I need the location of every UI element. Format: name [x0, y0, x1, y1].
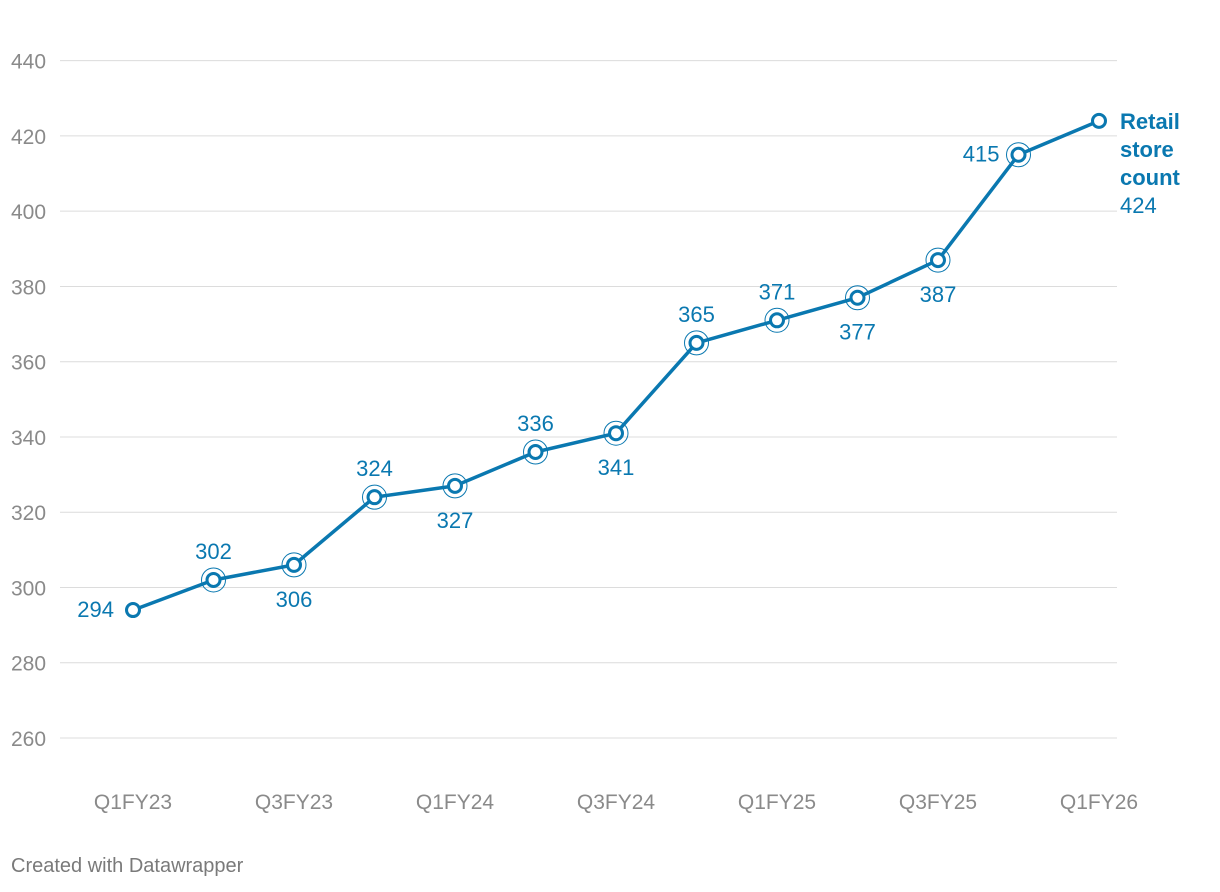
data-points	[125, 112, 1107, 619]
x-tick-label: Q3FY24	[577, 791, 656, 814]
data-label: 415	[963, 142, 1000, 167]
point-marker	[608, 425, 624, 442]
y-tick-label: 440	[11, 51, 46, 74]
data-label: 327	[437, 508, 474, 533]
point-marker	[769, 312, 785, 329]
point-halo	[523, 439, 548, 465]
y-tick-label: 340	[11, 427, 46, 450]
point-marker	[1091, 112, 1107, 129]
data-point	[125, 602, 141, 619]
point-halo	[925, 247, 951, 273]
point-marker	[447, 477, 463, 494]
y-tick-label: 360	[11, 352, 46, 375]
y-tick-label: 400	[11, 201, 46, 224]
point-marker	[688, 334, 705, 351]
y-tick-label: 420	[11, 126, 46, 149]
data-point	[925, 247, 951, 273]
data-label: 294	[77, 597, 114, 622]
data-label: 371	[759, 279, 796, 304]
series-name-label: store	[1120, 137, 1174, 162]
point-marker	[1010, 146, 1027, 163]
data-point	[1091, 112, 1107, 129]
x-tick-label: Q1FY23	[94, 791, 172, 814]
data-labels: 294 302 306 324 327 336 341 365 371 377 387 415	[77, 142, 999, 622]
point-halo	[845, 285, 870, 311]
gridlines	[60, 60, 1117, 739]
series-line-retail-store-count	[131, 119, 1101, 612]
data-point	[1006, 142, 1031, 168]
x-tick-label: Q1FY26	[1060, 791, 1138, 814]
data-label: 306	[276, 587, 313, 612]
point-halo	[684, 330, 709, 356]
series-name-label: Retail	[1120, 109, 1180, 134]
data-point	[523, 439, 548, 465]
x-tick-label: Q1FY25	[738, 791, 816, 814]
point-marker	[930, 252, 946, 269]
y-tick-label: 380	[11, 276, 46, 299]
y-tick-label: 320	[11, 502, 46, 525]
data-label: 365	[678, 302, 715, 327]
end-value-label: 424	[1120, 193, 1157, 218]
point-halo	[764, 307, 790, 333]
data-label: 302	[195, 539, 232, 564]
data-point	[684, 330, 709, 356]
data-point	[362, 484, 387, 510]
point-halo	[362, 484, 387, 510]
data-point	[281, 552, 307, 578]
data-point	[845, 285, 870, 311]
data-point	[764, 307, 790, 333]
data-label: 336	[517, 411, 554, 436]
y-tick-label: 300	[11, 577, 46, 600]
y-axis: 260 280 300 320 340 360 380 400 420 440	[11, 51, 46, 751]
point-marker	[366, 489, 383, 506]
data-point	[201, 567, 226, 593]
point-marker	[125, 602, 141, 619]
point-halo	[603, 420, 629, 446]
credit-text: Created with Datawrapper	[11, 855, 244, 877]
point-halo	[281, 552, 307, 578]
series-name-label: count	[1120, 165, 1181, 190]
x-tick-label: Q3FY25	[899, 791, 977, 814]
y-tick-label: 260	[11, 728, 46, 751]
data-label: 324	[356, 456, 393, 481]
point-marker	[286, 556, 302, 573]
point-halo	[1006, 142, 1031, 168]
x-tick-label: Q3FY23	[255, 791, 333, 814]
x-axis: Q1FY23 Q3FY23 Q1FY24 Q3FY24 Q1FY25 Q3FY25 Q1FY…	[94, 791, 1138, 814]
data-label: 341	[598, 455, 635, 480]
point-marker	[527, 444, 544, 461]
point-halo	[442, 473, 468, 499]
y-tick-label: 280	[11, 653, 46, 676]
data-point	[442, 473, 468, 499]
point-halo	[201, 567, 226, 593]
data-label: 387	[920, 282, 957, 307]
data-point	[603, 420, 629, 446]
point-marker	[205, 571, 222, 588]
x-tick-label: Q1FY24	[416, 791, 495, 814]
point-marker	[849, 289, 866, 306]
series-end-label: Retail store count 424	[1120, 109, 1181, 218]
data-label: 377	[839, 320, 876, 345]
